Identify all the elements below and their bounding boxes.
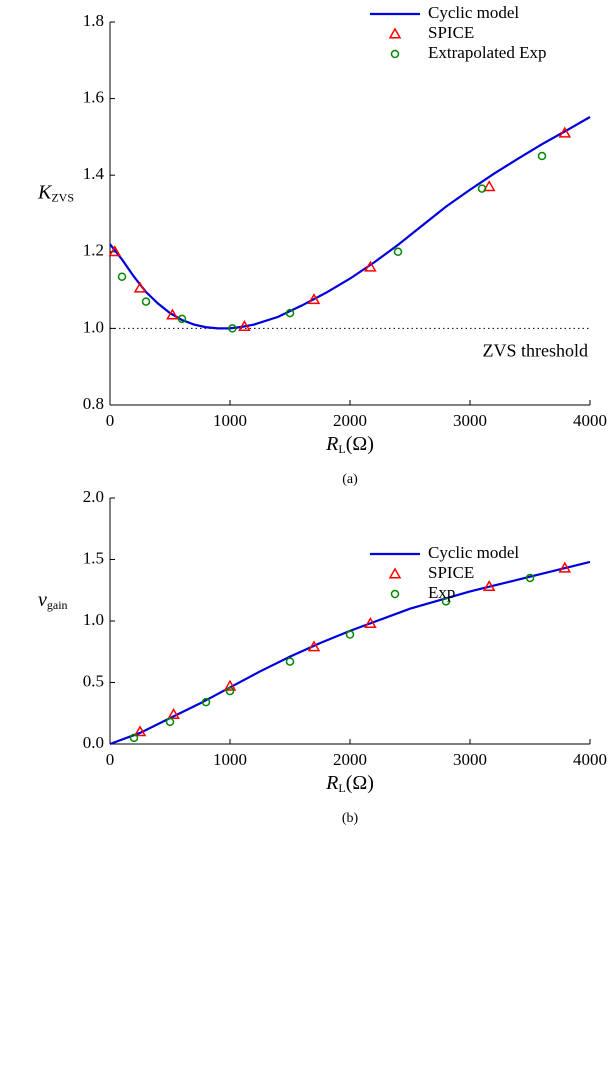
circle-marker <box>129 733 139 743</box>
y-tick-label: 0.5 <box>83 671 104 690</box>
caption: (a) <box>342 472 358 487</box>
circle-marker <box>228 324 237 333</box>
circle-marker <box>537 151 547 161</box>
triangle-marker <box>482 180 496 192</box>
y-label-main: K <box>37 181 53 203</box>
legend-label: Cyclic model <box>428 543 519 562</box>
circle-marker <box>525 573 535 583</box>
x-label-main: R <box>325 433 338 455</box>
y-tick-label: 1.8 <box>83 11 104 30</box>
model-curve <box>109 116 591 330</box>
circle-marker <box>165 717 175 727</box>
y-tick-label: 1.0 <box>83 610 104 629</box>
legend-label: Extrapolated Exp <box>428 43 547 62</box>
triangle-marker <box>223 679 237 691</box>
triangle-marker <box>307 640 321 652</box>
x-tick-label: 2000 <box>333 411 367 430</box>
y-tick-label: 2.0 <box>83 487 104 506</box>
triangle-marker <box>388 27 402 39</box>
circle-marker <box>117 272 127 281</box>
circle-marker <box>225 686 235 696</box>
circle-marker <box>390 589 400 599</box>
triangle-marker <box>238 319 251 331</box>
x-label-unit: (Ω) <box>346 772 374 794</box>
x-tick-label: 0 <box>106 411 115 430</box>
circle-marker <box>141 297 151 306</box>
x-axis-label: RL(Ω) <box>325 433 374 456</box>
circle-marker <box>345 630 355 639</box>
triangle-marker <box>364 616 377 628</box>
y-tick-label: 1.6 <box>83 88 104 107</box>
circle-marker <box>201 697 211 707</box>
y-tick-label: 0.0 <box>83 733 104 752</box>
triangle-marker <box>133 725 147 737</box>
x-tick-label: 4000 <box>573 750 607 769</box>
legend-label: SPICE <box>428 23 474 42</box>
circle-marker <box>477 184 487 193</box>
y-label-sub: ZVS <box>51 190 74 204</box>
legend-label: Cyclic model <box>428 3 519 22</box>
y-axis-label: vgain <box>38 589 68 612</box>
legend-label: SPICE <box>428 563 474 582</box>
x-tick-label: 3000 <box>453 411 487 430</box>
y-tick-label: 0.8 <box>83 394 104 413</box>
circle-marker <box>285 657 295 666</box>
x-tick-label: 2000 <box>333 750 367 769</box>
y-axis-label: KZVS <box>37 181 74 204</box>
circle-marker <box>285 308 295 318</box>
triangle-marker <box>166 308 179 320</box>
annotation: ZVS threshold <box>483 341 589 361</box>
x-label-sub: L <box>338 781 345 795</box>
y-tick-label: 1.0 <box>83 317 104 336</box>
y-tick-label: 1.5 <box>83 548 104 567</box>
caption: (b) <box>342 811 359 826</box>
triangle-marker <box>133 281 147 293</box>
circle-marker <box>393 247 403 257</box>
x-tick-label: 4000 <box>573 411 607 430</box>
triangle-marker <box>558 561 572 573</box>
triangle-marker <box>108 245 122 257</box>
y-label-sub: gain <box>47 598 68 612</box>
legend-label: Exp <box>428 583 455 602</box>
y-label-main: v <box>38 589 47 611</box>
x-label-unit: (Ω) <box>346 433 374 455</box>
triangle-marker <box>388 567 402 579</box>
x-axis-label: RL(Ω) <box>325 772 374 795</box>
triangle-marker <box>167 707 180 719</box>
x-tick-label: 0 <box>106 750 115 769</box>
triangle-marker <box>482 580 496 592</box>
triangle-marker <box>364 260 377 272</box>
x-tick-label: 1000 <box>213 411 247 430</box>
triangle-marker <box>558 126 572 138</box>
x-label-sub: L <box>338 442 345 456</box>
x-label-main: R <box>325 772 338 794</box>
circle-marker <box>441 597 451 606</box>
x-tick-label: 3000 <box>453 750 487 769</box>
x-tick-label: 1000 <box>213 750 247 769</box>
circle-marker <box>390 49 400 59</box>
triangle-marker <box>307 293 321 305</box>
y-tick-label: 1.2 <box>83 241 104 260</box>
y-tick-label: 1.4 <box>83 164 105 183</box>
circle-marker <box>177 314 187 324</box>
model-curve <box>109 560 591 746</box>
